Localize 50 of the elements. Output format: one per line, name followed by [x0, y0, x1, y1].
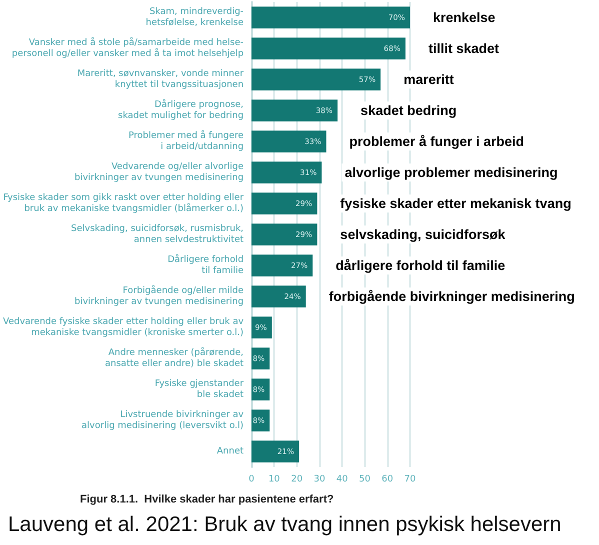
annotation: fysiske skader etter mekanisk tvang: [340, 196, 572, 211]
bar: [252, 410, 270, 432]
x-tick-label: 60: [382, 474, 394, 484]
y-tick-label: Selvskading, suicidforsøk, rusmisbruk, annen selvdestruktivitet: [71, 224, 244, 245]
y-tick-label: Vansker med å stole på/samarbeide med helse- personell og/eller vansker med å ta imot helsehjelp: [12, 37, 244, 59]
x-tick-label: 0: [248, 474, 255, 484]
x-tick-label: 30: [314, 474, 326, 484]
x-tick-label: 50: [359, 474, 371, 484]
text: tillit skadet: [428, 41, 500, 56]
annotation: dårligere forhold til familie: [336, 258, 506, 273]
x-tick-label: 10: [268, 474, 280, 484]
annotation: alvorlige problemer medisinering: [344, 165, 558, 180]
bar: [252, 68, 381, 90]
bar: [252, 440, 300, 462]
annotation: selvskading, suicidforsøk: [340, 227, 506, 242]
annotation: forbigående bivirkninger medisinering: [328, 289, 575, 304]
y-tick-label: Annet: [216, 446, 244, 456]
y-tick-label: Fysiske gjenstander ble skadet: [154, 379, 244, 400]
bar: [252, 378, 270, 400]
y-tick-label: Problemer med å fungere i arbeid/utdanning: [128, 130, 244, 152]
annotation: mareritt: [404, 72, 454, 87]
text: Lauveng et al. 2021: Bruk av tvang innen psykisk helsevern: [8, 513, 562, 536]
y-tick-label: Vedvarende fysiske skader etter holding eller bruk av mekaniske tvangsmidler (kroniske smerter o.l.): [2, 317, 244, 338]
bar: [252, 162, 322, 184]
y-tick-label: Dårligere prognose, skadet mulighet for bedring: [118, 99, 244, 121]
x-tick-label: 20: [291, 474, 303, 484]
y-tick-label: Forbigående og/eller milde bivirkninger av tvungen medisinering: [74, 285, 244, 307]
bar: [252, 316, 272, 338]
bar: [252, 254, 313, 276]
y-tick-label: Mareritt, søvnvansker, vonde minner knyttet til tvangssituasjonen: [77, 69, 244, 90]
bar: [252, 348, 270, 370]
text: krenkelse: [433, 10, 496, 25]
annotation: skadet bedring: [360, 103, 457, 118]
bar: [252, 192, 318, 214]
x-tick-label: 40: [336, 474, 348, 484]
y-tick-label: Andre mennesker (pårørende, ansatte eller andre) ble skadet: [105, 347, 244, 369]
y-tick-label: Dårligere forhold til familie: [168, 254, 244, 276]
y-tick-label: Livstruende bivirkninger av alvorlig medisinering (leversvikt o.l): [82, 410, 244, 431]
annotation: problemer å funger i arbeid: [349, 134, 524, 149]
x-tick-label: 70: [404, 474, 416, 484]
bar: [252, 224, 318, 246]
bar: [252, 6, 410, 28]
bar: [252, 38, 406, 60]
bar: [252, 130, 326, 152]
bar: [252, 100, 338, 122]
y-tick-label: Fysiske skader som gikk raskt over etter holding eller bruk av mekaniske tvangsmidler (blåmerker o.l.): [3, 193, 244, 214]
y-tick-label: Skam, mindreverdig- hetsfølelse, krenkelse: [146, 7, 244, 28]
y-tick-label: Vedvarende og/eller alvorlige bivirkninger av tvungen medisinering: [74, 162, 244, 183]
text: Figur 8.1.1. Hvilke skader har pasientene erfart?: [80, 494, 334, 506]
bar: [252, 286, 306, 308]
